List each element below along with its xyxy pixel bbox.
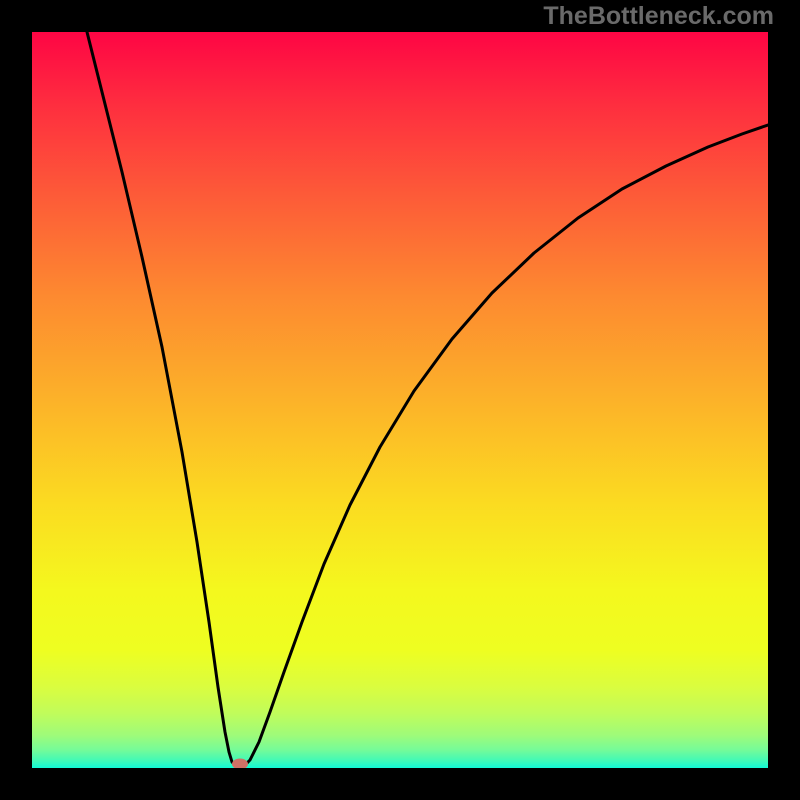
chart-svg xyxy=(32,32,768,768)
gradient-background xyxy=(32,32,768,768)
plot-area xyxy=(32,32,768,768)
watermark-text: TheBottleneck.com xyxy=(543,2,774,31)
